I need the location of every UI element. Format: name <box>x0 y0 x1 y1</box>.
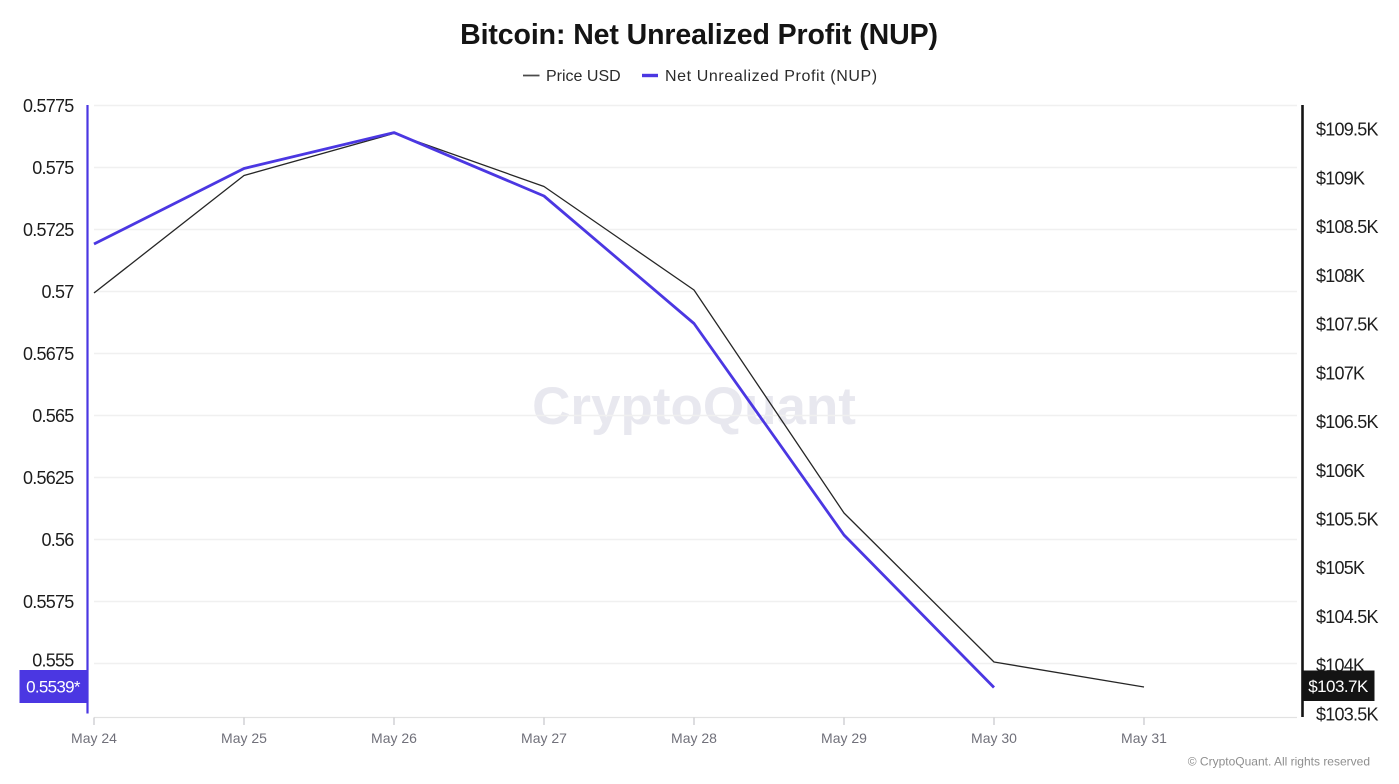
svg-text:Price USD: Price USD <box>546 68 621 85</box>
svg-text:0.57: 0.57 <box>41 282 74 302</box>
svg-text:$107.5K: $107.5K <box>1316 315 1379 335</box>
svg-text:0.5775: 0.5775 <box>23 96 74 116</box>
svg-text:May 24: May 24 <box>71 730 117 746</box>
svg-text:$106.5K: $106.5K <box>1316 412 1379 432</box>
svg-text:$104.5K: $104.5K <box>1316 607 1379 627</box>
svg-text:0.56: 0.56 <box>41 530 74 550</box>
svg-text:$103.7K: $103.7K <box>1308 677 1369 696</box>
svg-text:$103.5K: $103.5K <box>1316 704 1379 724</box>
svg-text:0.5625: 0.5625 <box>23 468 74 488</box>
svg-text:$106K: $106K <box>1316 461 1365 481</box>
svg-text:© CryptoQuant. All rights rese: © CryptoQuant. All rights reserved <box>1188 755 1370 769</box>
svg-text:$105K: $105K <box>1316 558 1365 578</box>
svg-text:May 28: May 28 <box>671 730 717 746</box>
svg-text:May 27: May 27 <box>521 730 567 746</box>
svg-text:$109.5K: $109.5K <box>1316 120 1379 140</box>
svg-text:0.5539*: 0.5539* <box>26 678 81 697</box>
svg-text:0.565: 0.565 <box>32 406 74 426</box>
svg-text:May 31: May 31 <box>1121 730 1167 746</box>
svg-text:$109K: $109K <box>1316 168 1365 188</box>
svg-text:May 26: May 26 <box>371 730 417 746</box>
svg-text:0.5675: 0.5675 <box>23 344 74 364</box>
svg-text:0.555: 0.555 <box>32 651 74 671</box>
svg-text:Net Unrealized Profit (NUP): Net Unrealized Profit (NUP) <box>665 68 878 85</box>
svg-text:Bitcoin: Net Unrealized Profit: Bitcoin: Net Unrealized Profit (NUP) <box>460 19 938 51</box>
svg-text:0.5575: 0.5575 <box>23 592 74 612</box>
svg-text:May 25: May 25 <box>221 730 267 746</box>
svg-text:$108.5K: $108.5K <box>1316 217 1379 237</box>
svg-text:May 29: May 29 <box>821 730 867 746</box>
svg-text:$107K: $107K <box>1316 363 1365 383</box>
svg-text:$105.5K: $105.5K <box>1316 510 1379 530</box>
svg-text:$108K: $108K <box>1316 266 1365 286</box>
svg-text:0.5725: 0.5725 <box>23 220 74 240</box>
svg-text:0.575: 0.575 <box>32 158 74 178</box>
svg-text:CryptoQuant: CryptoQuant <box>532 377 856 436</box>
svg-text:May 30: May 30 <box>971 730 1017 746</box>
